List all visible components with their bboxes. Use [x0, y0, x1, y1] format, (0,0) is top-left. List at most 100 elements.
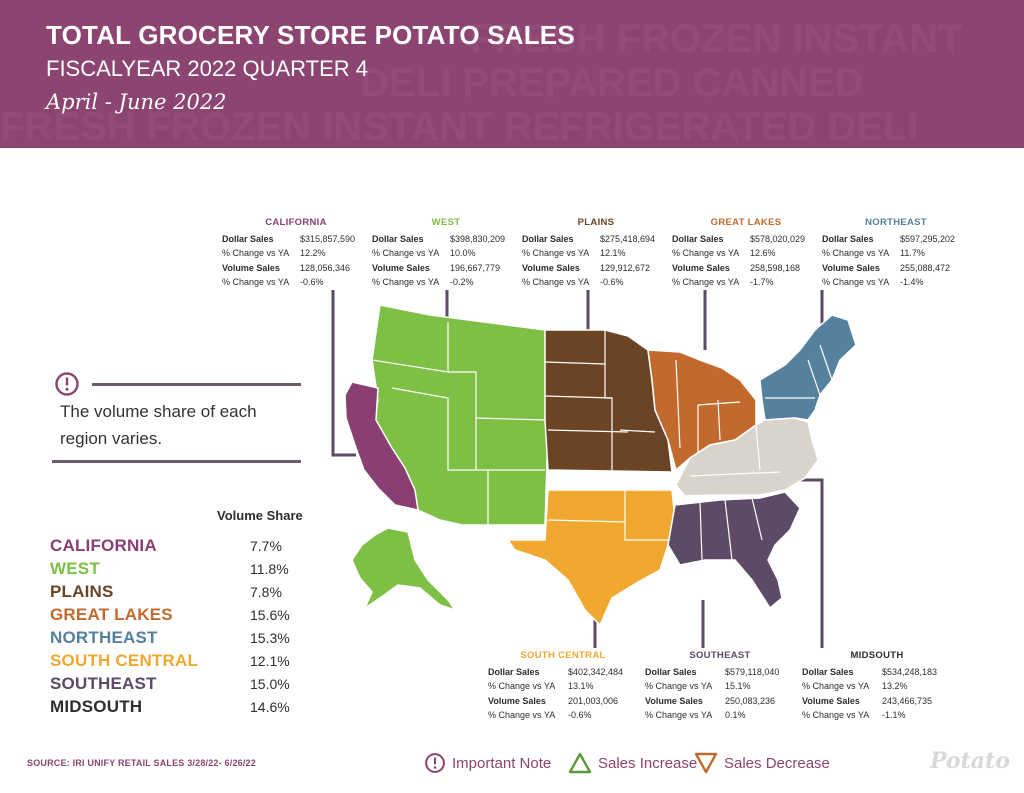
label-dollar-sales: Dollar Sales: [802, 666, 854, 677]
plains-dollar-sales: $275,418,694: [600, 233, 656, 244]
midsouth-volume-sales: 243,466,735: [882, 695, 933, 706]
legend-sales-decrease: Sales Decrease: [694, 752, 830, 774]
label-pct-change: % Change vs YA: [522, 277, 590, 287]
west-volume-sales: 196,667,779: [450, 262, 501, 273]
source-citation: SOURCE: IRI UNIFY RETAIL SALES 3/28/22- …: [27, 758, 256, 768]
triangle-down-shape: [694, 752, 718, 774]
state-line-southeast-1: [699, 501, 703, 561]
volume-share-name: PLAINS: [50, 582, 114, 601]
legend-decrease-label: Sales Decrease: [724, 754, 830, 772]
great-lakes-volume-sales: 258,598,168: [750, 262, 801, 273]
page-subtitle: FISCALYEAR 2022 QUARTER 4: [46, 56, 368, 81]
region-name-great-lakes: GREAT LAKES: [710, 217, 782, 228]
label-pct-change: % Change vs YA: [522, 248, 590, 258]
label-volume-sales: Volume Sales: [488, 695, 546, 706]
label-dollar-sales: Dollar Sales: [372, 233, 424, 244]
label-pct-change: % Change vs YA: [672, 248, 740, 258]
label-volume-sales: Volume Sales: [645, 695, 703, 706]
volume-share-name: WEST: [50, 559, 100, 578]
note-icon-dot: [65, 387, 69, 391]
volume-share-name: GREAT LAKES: [50, 605, 173, 624]
volume-share-row: CALIFORNIA 7.7%: [50, 536, 300, 558]
leader-line-midsouth: [800, 478, 824, 648]
region-name-west: WEST: [431, 217, 461, 228]
region-northeast: [759, 314, 857, 421]
volume-share-row: GREAT LAKES 15.6%: [50, 605, 300, 627]
label-dollar-sales: Dollar Sales: [822, 233, 874, 244]
label-volume-sales: Volume Sales: [222, 262, 280, 273]
south-central-volume-sales: 201,003,006: [568, 695, 619, 706]
label-pct-change: % Change vs YA: [822, 277, 890, 287]
southeast-volume-change: 0.1%: [725, 710, 746, 720]
region-box-midsouth: MIDSOUTH Dollar Sales $534,248,183 % Chan…: [802, 649, 952, 723]
potato-logo: Potato: [930, 748, 1010, 774]
note-text: The volume share of each region varies.: [60, 402, 257, 448]
note-divider-bottom: [52, 460, 301, 463]
northeast-volume-change: -1.4%: [900, 277, 924, 287]
label-pct-change: % Change vs YA: [372, 248, 440, 258]
region-california: [344, 381, 419, 511]
california-volume-change: -0.6%: [300, 277, 324, 287]
northeast-dollar-change: 11.7%: [900, 248, 925, 258]
triangle-up-shape: [568, 752, 592, 774]
california-volume-sales: 128,056,346: [300, 262, 351, 273]
state-line-south-central-1: [624, 490, 668, 541]
legend-sales-increase: Sales Increase: [568, 752, 697, 774]
region-name-southeast: SOUTHEAST: [689, 650, 751, 661]
volume-share-row: SOUTHEAST 15.0%: [50, 674, 300, 696]
state-line-west-1: [371, 359, 546, 421]
volume-share-row: PLAINS 7.8%: [50, 582, 300, 604]
label-pct-change: % Change vs YA: [222, 248, 290, 258]
volume-share-value: 7.7%: [250, 538, 282, 554]
northeast-dollar-sales: $597,295,202: [900, 233, 956, 244]
volume-share-name: MIDSOUTH: [50, 697, 143, 716]
volume-share-value: 7.8%: [250, 584, 282, 600]
background-word-fresh: FRESH FROZEN INSTANT: [470, 17, 963, 61]
triangle-up-icon: [568, 752, 592, 774]
state-line-northeast-3: [819, 344, 833, 381]
west-dollar-change: 10.0%: [450, 248, 476, 258]
region-box-west: WEST Dollar Sales $398,830,209 % Change v…: [372, 216, 520, 290]
great-lakes-dollar-change: 12.6%: [750, 248, 776, 258]
volume-share-row: NORTHEAST 15.3%: [50, 628, 300, 650]
state-line-plains-5: [619, 429, 656, 433]
label-dollar-sales: Dollar Sales: [222, 233, 274, 244]
region-box-great-lakes: GREAT LAKES Dollar Sales $578,020,029 % C…: [672, 216, 820, 290]
midsouth-dollar-change: 13.2%: [882, 681, 908, 691]
west-volume-change: -0.2%: [450, 277, 474, 287]
label-volume-sales: Volume Sales: [522, 262, 580, 273]
volume-share-value: 15.3%: [250, 630, 290, 646]
northeast-volume-sales: 255,088,472: [900, 262, 951, 273]
region-southeast: [667, 491, 801, 610]
label-volume-sales: Volume Sales: [822, 262, 880, 273]
volume-share-name: SOUTHEAST: [50, 674, 157, 693]
leader-line-california: [331, 290, 356, 457]
state-line-great-lakes-4: [697, 401, 741, 406]
state-line-midsouth-2: [755, 424, 761, 471]
region-midsouth: [675, 417, 819, 497]
note-divider-top: [92, 383, 301, 386]
legend-note-icon: [425, 753, 445, 773]
label-dollar-sales: Dollar Sales: [488, 666, 540, 677]
label-pct-change: % Change vs YA: [222, 277, 290, 287]
triangle-down-icon: [694, 752, 718, 774]
region-box-plains: PLAINS Dollar Sales $275,418,694 % Change…: [522, 216, 670, 290]
page-title: TOTAL GROCERY STORE POTATO SALES: [46, 20, 575, 50]
southeast-volume-sales: 250,083,236: [725, 695, 776, 706]
header-banner: FRESH FROZEN INSTANT DELI PREPARED CANNE…: [0, 0, 1024, 148]
state-line-southeast-2: [724, 499, 733, 561]
state-line-plains-2: [544, 395, 613, 399]
south-central-dollar-change: 13.1%: [568, 681, 594, 691]
volume-share-value: 14.6%: [250, 699, 290, 715]
volume-share-row: SOUTH CENTRAL 12.1%: [50, 651, 300, 673]
state-line-southeast-3: [751, 497, 763, 541]
region-name-midsouth: MIDSOUTH: [850, 650, 904, 661]
label-volume-sales: Volume Sales: [672, 262, 730, 273]
volume-share-row: WEST 11.8%: [50, 559, 300, 581]
southeast-dollar-sales: $579,118,040: [725, 666, 780, 677]
volume-share-value: 15.0%: [250, 676, 290, 692]
state-line-plains-1: [544, 361, 606, 365]
label-pct-change: % Change vs YA: [672, 277, 740, 287]
legend-note-dot: [433, 766, 437, 769]
